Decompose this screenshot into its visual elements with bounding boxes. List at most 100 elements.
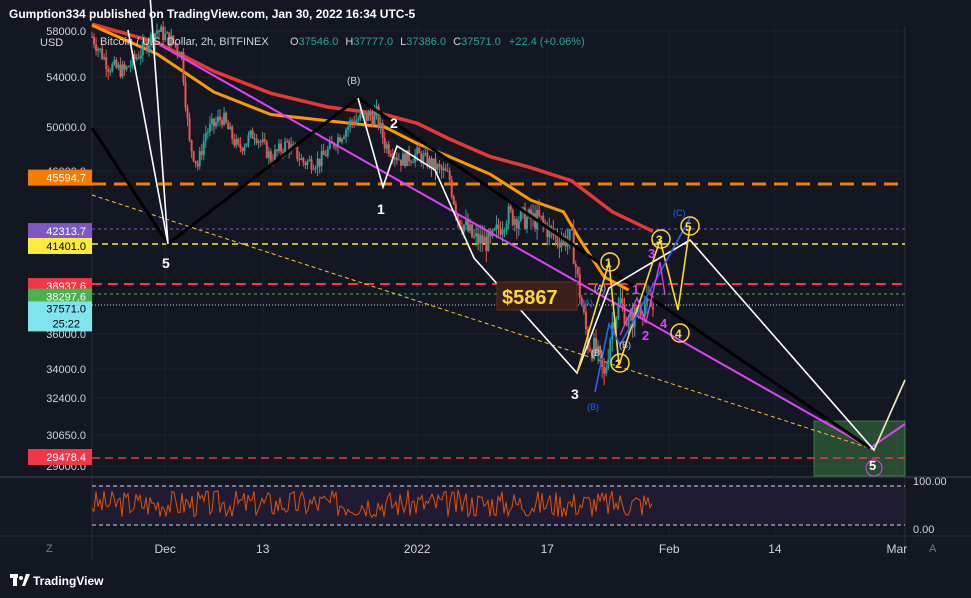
candle-body [318, 158, 321, 167]
candle-body [509, 206, 512, 210]
candle-body [397, 159, 400, 161]
time-axis-right-button[interactable]: A [929, 543, 937, 555]
price-tick-label: 34000.0 [46, 364, 86, 376]
candle-body [304, 162, 307, 166]
candle-body [381, 123, 384, 138]
candle-body [143, 41, 146, 43]
yellow-wave-label-3: 3 [651, 229, 671, 249]
last-price-badge [28, 301, 92, 332]
candle-body [178, 52, 181, 57]
price-badges: 45594.742313.741401.038937.638297.629478… [28, 169, 92, 466]
candle-body [113, 59, 116, 65]
candle-body [343, 136, 346, 139]
candle-body [168, 32, 171, 47]
yellow-wave-label-2: 2 [610, 353, 630, 373]
candle-body [282, 151, 285, 153]
white-wave-path-2[interactable] [357, 97, 906, 452]
time-axis[interactable]: Dec 13 2022 17 Feb 14 Mar [154, 542, 907, 556]
candle-body [590, 350, 593, 359]
candle-body [599, 346, 602, 355]
candle-body [322, 150, 325, 155]
candle-body [308, 159, 311, 161]
candle-body [351, 120, 354, 122]
bar-countdown-label: 25:22 [52, 318, 80, 330]
main-pane[interactable] [92, 26, 905, 476]
candle-body [389, 153, 392, 156]
svg-text:3: 3 [656, 233, 663, 247]
white-wave-path[interactable] [127, 0, 169, 245]
candle-body [373, 111, 376, 124]
candle-body [123, 64, 126, 70]
candle-body [393, 157, 396, 160]
time-tick-label: Mar [887, 542, 908, 556]
candle-body [595, 338, 598, 353]
candle-body [420, 153, 423, 163]
candle-body [643, 303, 646, 317]
candle-body [117, 64, 120, 68]
candle-body [107, 69, 110, 72]
white-wave-path-3[interactable] [873, 379, 906, 451]
candle-body [101, 48, 104, 59]
candle-body [310, 159, 313, 170]
candle-body [338, 137, 341, 142]
candle-body [574, 263, 577, 268]
price-badge-label: 38297.6 [46, 292, 86, 304]
candle-body [145, 42, 148, 52]
candle-body [458, 220, 461, 227]
candle-body [237, 138, 240, 144]
long-dashed-trendline[interactable] [91, 194, 876, 451]
chart-legend[interactable]: Bitcoin / U.S. Dollar, 2h, BITFINEX O375… [40, 36, 585, 49]
candle-body [540, 215, 543, 217]
candle-body [300, 158, 303, 160]
candle-body [133, 54, 136, 60]
candle-body [489, 231, 492, 237]
oscillator-line[interactable] [91, 489, 653, 518]
candle-body [170, 35, 173, 47]
legend-symbol[interactable]: Bitcoin / U.S. Dollar, 2h, BITFINEX [100, 36, 269, 48]
candle-body [292, 144, 295, 146]
candle-body [430, 158, 433, 168]
candle-body [357, 119, 360, 121]
candle-body [444, 168, 447, 171]
candle-body [324, 154, 327, 157]
target-zone[interactable] [813, 420, 906, 477]
magenta-channel-line[interactable] [159, 44, 871, 449]
blue-wave-label-a: (A) [581, 298, 593, 308]
tradingview-logo-icon [10, 574, 30, 586]
candle-body [523, 207, 526, 229]
price-badge [28, 449, 92, 466]
candle-body [229, 126, 232, 130]
candle-body [641, 315, 644, 317]
red-moving-average[interactable] [91, 22, 654, 233]
wave-label-white-3: 3 [571, 386, 579, 402]
candle-body [586, 328, 589, 350]
candle-body [137, 57, 140, 59]
price-badge [28, 288, 92, 305]
time-tick-label: Feb [659, 542, 680, 556]
candle-body [485, 236, 488, 252]
candle-body [235, 138, 238, 146]
candle-body [513, 218, 516, 225]
candle-body [629, 313, 632, 321]
price-box-annotation[interactable]: $5867 [496, 281, 578, 311]
blue-wave-label-b: (B) [587, 402, 599, 412]
time-axis-left-button[interactable]: Z [46, 543, 53, 555]
candle-body [103, 57, 106, 59]
candle-body [568, 229, 571, 240]
candle-body [263, 139, 266, 142]
yellow-wave-path[interactable] [576, 225, 691, 374]
candle-body [605, 367, 608, 374]
magenta-wave-path[interactable] [619, 261, 666, 336]
candle-body [603, 366, 606, 374]
candle-body [570, 228, 573, 230]
candle-body [269, 151, 272, 162]
candle-body [434, 158, 437, 170]
candle-body [243, 146, 246, 152]
candle-body [188, 118, 191, 141]
black-wave-path[interactable] [90, 96, 871, 450]
candle-body [277, 143, 280, 152]
candle-body [174, 42, 177, 46]
right-axis-bg[interactable] [905, 26, 971, 536]
candle-body [503, 229, 506, 231]
